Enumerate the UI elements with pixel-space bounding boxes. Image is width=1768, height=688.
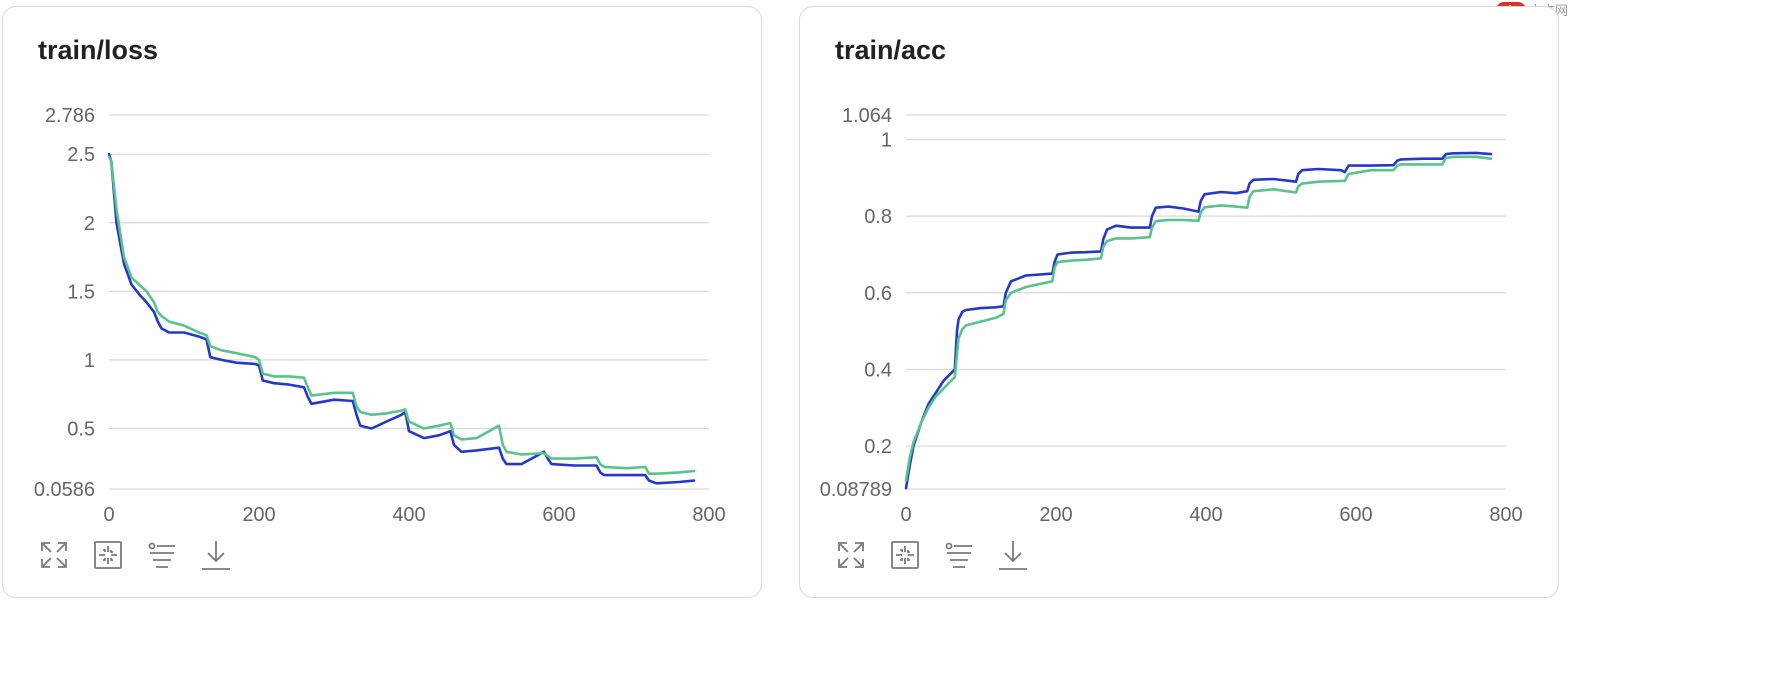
y-tick-label: 1.5 (67, 281, 95, 303)
x-tick-label: 200 (1039, 504, 1072, 526)
fit-icon[interactable] (887, 537, 923, 573)
y-tick-label: 1 (881, 130, 892, 152)
download-icon[interactable] (995, 537, 1031, 573)
x-tick-label: 200 (242, 504, 275, 526)
x-tick-label: 0 (900, 504, 911, 526)
x-tick-label: 600 (1339, 504, 1372, 526)
y-tick-label: 0.0586 (34, 479, 95, 501)
download-icon[interactable] (198, 537, 234, 573)
chart-loss: 0.0586 0.5 1 1.5 2 2.5 2.786 0 200 400 600 800 (34, 105, 726, 526)
filter-icon[interactable] (144, 537, 180, 573)
y-tick-label: 0.4 (864, 359, 892, 381)
x-tick-label: 400 (392, 504, 425, 526)
x-tick-label: 800 (1489, 504, 1522, 526)
chart-card-acc: train/acc 0.08789 0.2 0.4 0.6 0.8 1 1.064 0 200 4… (799, 6, 1559, 598)
chart-title-loss: train/loss (38, 35, 159, 65)
y-tick-label: 2.5 (67, 144, 95, 166)
fit-icon[interactable] (90, 537, 126, 573)
series-line-green (904, 155, 1493, 482)
filter-icon[interactable] (941, 537, 977, 573)
chart-toolbar-acc (833, 537, 1031, 573)
x-tick-label: 400 (1189, 504, 1222, 526)
y-tick-label: 2 (84, 213, 95, 235)
chart-acc: 0.08789 0.2 0.4 0.6 0.8 1 1.064 0 200 400 600 800 (820, 105, 1523, 526)
y-tick-label: 0.2 (864, 436, 892, 458)
chart-toolbar-loss (36, 537, 234, 573)
series-line-blue (904, 151, 1493, 490)
expand-icon[interactable] (833, 537, 869, 573)
expand-icon[interactable] (36, 537, 72, 573)
chart-card-loss: train/loss 0.0586 0.5 1 1.5 2 2.5 2.786 0 200 400… (2, 6, 762, 598)
x-tick-label: 600 (542, 504, 575, 526)
y-tick-label: 2.786 (45, 105, 95, 127)
y-tick-label: 0.6 (864, 283, 892, 305)
y-tick-label: 0.08789 (820, 479, 892, 501)
y-tick-label: 0.5 (67, 418, 95, 440)
series-line-green (107, 155, 696, 476)
x-tick-label: 800 (692, 504, 725, 526)
y-tick-label: 1.064 (842, 105, 892, 127)
chart-title-acc: train/acc (835, 35, 947, 65)
x-tick-label: 0 (103, 504, 114, 526)
y-tick-label: 1 (84, 350, 95, 372)
series-line-blue (107, 152, 696, 485)
y-tick-label: 0.8 (864, 206, 892, 228)
